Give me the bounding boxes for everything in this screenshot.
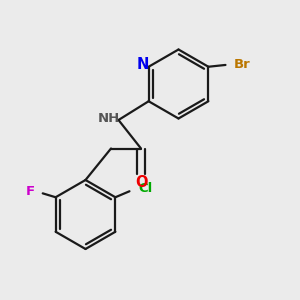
Text: Br: Br [233, 58, 250, 71]
Text: NH: NH [98, 112, 120, 125]
Text: F: F [26, 185, 34, 198]
Text: O: O [135, 175, 147, 190]
Text: Cl: Cl [139, 182, 153, 195]
Text: N: N [137, 57, 149, 72]
